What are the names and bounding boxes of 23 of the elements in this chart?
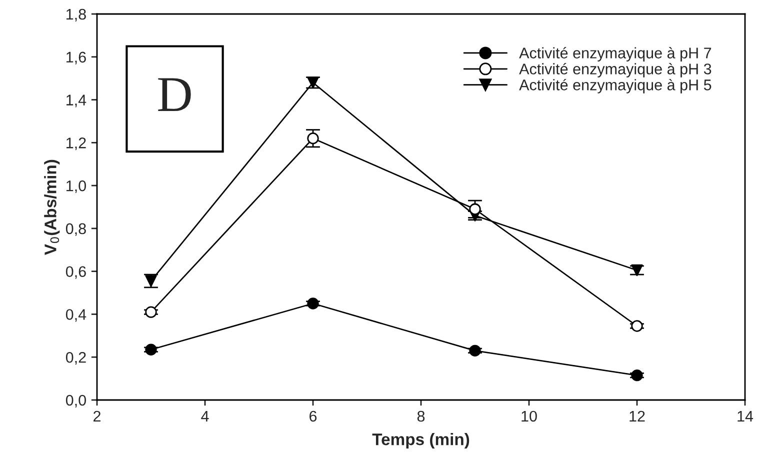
x-tick-label: 12 xyxy=(630,410,645,422)
y-tick-label: 0,4 xyxy=(66,309,86,322)
legend-label: Activité enzymayique à pH 3 xyxy=(519,63,712,78)
y-tick-label: 1,8 xyxy=(66,8,86,22)
y-axis-title: V$_{0}$(Abs/min) xyxy=(44,160,60,255)
annotation: D xyxy=(158,78,191,112)
y-tick-label: 1,6 xyxy=(66,52,86,64)
y-tick-label: 1,0 xyxy=(66,180,86,194)
y-tick-label: 1,2 xyxy=(66,138,86,150)
x-tick-label: 10 xyxy=(522,410,537,422)
legend-label: Activité enzymayique à pH 5 xyxy=(519,78,712,94)
x-tick-label: 2 xyxy=(94,410,100,422)
x-axis-title: Temps (min) xyxy=(372,432,470,449)
y-tick-label: 0,2 xyxy=(66,352,86,365)
x-tick-label: 4 xyxy=(201,410,209,422)
x-tick-label: 6 xyxy=(310,410,317,422)
y-tick-label: 1,4 xyxy=(66,94,86,108)
y-tick-label: 0,8 xyxy=(66,223,86,236)
y-tick-label: 0,6 xyxy=(66,266,86,279)
x-tick-label: 8 xyxy=(417,410,425,422)
y-tick-label: 0,0 xyxy=(66,394,86,408)
x-tick-label: 14 xyxy=(738,410,754,422)
legend-label: Activité enzymayique à pH 7 xyxy=(519,47,712,62)
